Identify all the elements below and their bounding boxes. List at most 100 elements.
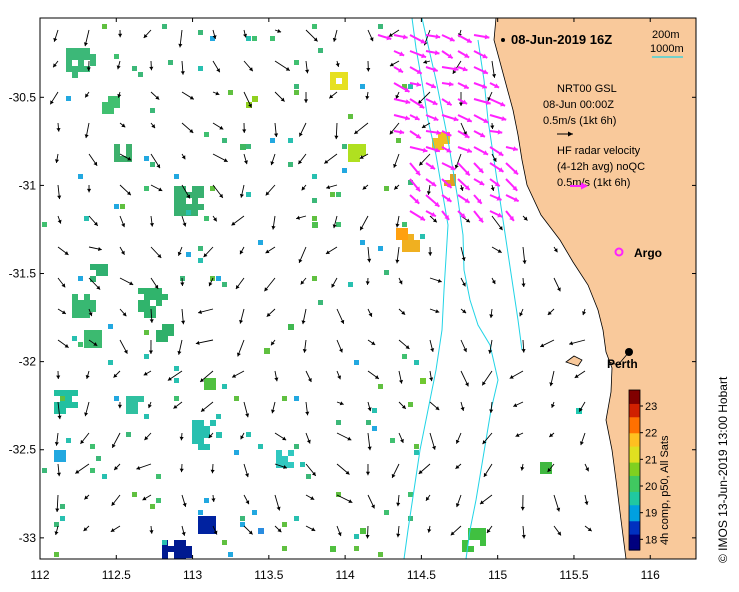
model-arrowhead xyxy=(147,404,152,409)
sst-pixel xyxy=(138,306,144,312)
model-arrowhead xyxy=(489,409,494,413)
model-arrowhead xyxy=(177,251,182,256)
model-arrowhead xyxy=(189,95,194,100)
sst-pixel xyxy=(330,84,336,90)
sst-pixel xyxy=(348,150,354,156)
model-arrowhead xyxy=(54,159,60,163)
sst-pixel xyxy=(204,432,210,438)
model-arrowhead xyxy=(519,312,524,317)
sst-pixel xyxy=(108,102,114,108)
sst-pixel xyxy=(312,216,317,221)
hf-arrowhead xyxy=(429,164,435,170)
model-arrowhead xyxy=(428,252,433,256)
sst-pixel xyxy=(408,402,413,407)
sst-pixel xyxy=(144,330,149,335)
sst-pixel xyxy=(354,360,359,365)
sst-pixel xyxy=(294,396,299,401)
model-arrowhead xyxy=(569,341,573,346)
model-arrowhead xyxy=(549,382,554,387)
sst-pixel xyxy=(246,432,251,437)
sst-pixel xyxy=(84,216,89,221)
sst-pixel xyxy=(402,240,408,246)
map-title: 08-Jun-2019 16Z xyxy=(511,32,612,47)
hf-arrowhead xyxy=(476,198,482,204)
model-arrowhead xyxy=(84,495,89,500)
model-arrowhead xyxy=(302,349,307,353)
sst-pixel xyxy=(204,522,210,528)
sst-pixel xyxy=(114,396,119,401)
sst-pixel xyxy=(114,96,120,102)
model-arrowhead xyxy=(223,158,228,162)
land-mass xyxy=(493,18,696,559)
model-arrowhead xyxy=(57,415,62,420)
model-arrowhead xyxy=(242,129,247,133)
colorbar-segment xyxy=(629,534,640,538)
hf-arrowhead xyxy=(464,133,470,138)
sst-pixel xyxy=(408,246,414,252)
sst-pixel xyxy=(78,174,83,179)
hf-arrowhead xyxy=(463,84,469,89)
colorbar-segment xyxy=(629,400,640,404)
colorbar-segment xyxy=(629,392,640,396)
model-arrowhead xyxy=(149,319,154,323)
sst-pixel xyxy=(162,546,168,552)
sst-pixel xyxy=(84,48,90,54)
hf-arrowhead xyxy=(415,186,421,192)
hf-arrowhead xyxy=(494,83,500,88)
sst-pixel xyxy=(198,30,203,35)
model-arrowhead xyxy=(85,93,89,98)
colorbar-segment xyxy=(629,424,640,428)
sst-pixel xyxy=(138,300,144,306)
y-tick-label: -32 xyxy=(19,355,37,369)
sst-pixel xyxy=(360,150,366,156)
model-arrowhead xyxy=(553,248,558,253)
model-arrowhead xyxy=(245,473,249,478)
sst-pixel xyxy=(468,534,474,540)
sst-pixel xyxy=(180,186,186,192)
y-tick-label: -32.5 xyxy=(9,443,37,457)
colorbar-segment xyxy=(629,542,640,546)
model-arrowhead xyxy=(264,287,269,292)
model-arrowhead xyxy=(303,99,309,103)
model-arrowhead xyxy=(348,499,353,503)
sst-pixel xyxy=(312,174,317,179)
sst-pixel xyxy=(204,498,209,503)
hf-arrowhead xyxy=(494,181,500,187)
sst-pixel xyxy=(330,72,336,78)
sst-pixel xyxy=(204,216,209,221)
sst-pixel xyxy=(126,144,132,150)
sst-pixel xyxy=(102,264,108,270)
sst-pixel xyxy=(60,456,66,462)
colorbar-segment xyxy=(629,446,640,450)
hf-arrowhead xyxy=(414,198,420,204)
sst-pixel xyxy=(462,540,468,546)
model-arrowhead xyxy=(335,63,340,67)
sst-pixel xyxy=(372,408,377,413)
sst-pixel xyxy=(252,36,257,41)
isobath-1000-label: 1000m xyxy=(650,43,684,55)
colorbar-segment xyxy=(629,454,640,458)
model-arrowhead xyxy=(487,96,492,101)
model-arrowhead xyxy=(329,94,334,99)
sst-pixel xyxy=(174,186,180,192)
model-arrowhead xyxy=(117,93,122,98)
model-arrowhead xyxy=(345,470,350,475)
sst-pixel xyxy=(336,222,341,227)
sst-pixel xyxy=(198,444,204,450)
sst-pixel xyxy=(66,396,72,402)
sst-pixel xyxy=(156,474,161,479)
model-arrowhead xyxy=(306,439,311,444)
colorbar-segment xyxy=(629,520,640,524)
model-arrowhead xyxy=(248,530,253,535)
model-arrowhead xyxy=(362,185,367,190)
hf-arrowhead xyxy=(479,180,485,185)
sst-pixel xyxy=(318,48,323,53)
sst-pixel xyxy=(408,84,413,89)
sst-pixel xyxy=(144,354,149,359)
sst-pixel xyxy=(276,450,282,456)
hf-legend-line2: (4-12h avg) noQC xyxy=(557,161,645,173)
sst-pixel xyxy=(168,564,174,570)
colorbar-segment xyxy=(629,462,640,466)
sst-pixel xyxy=(96,456,101,461)
sst-pixel xyxy=(72,54,78,60)
